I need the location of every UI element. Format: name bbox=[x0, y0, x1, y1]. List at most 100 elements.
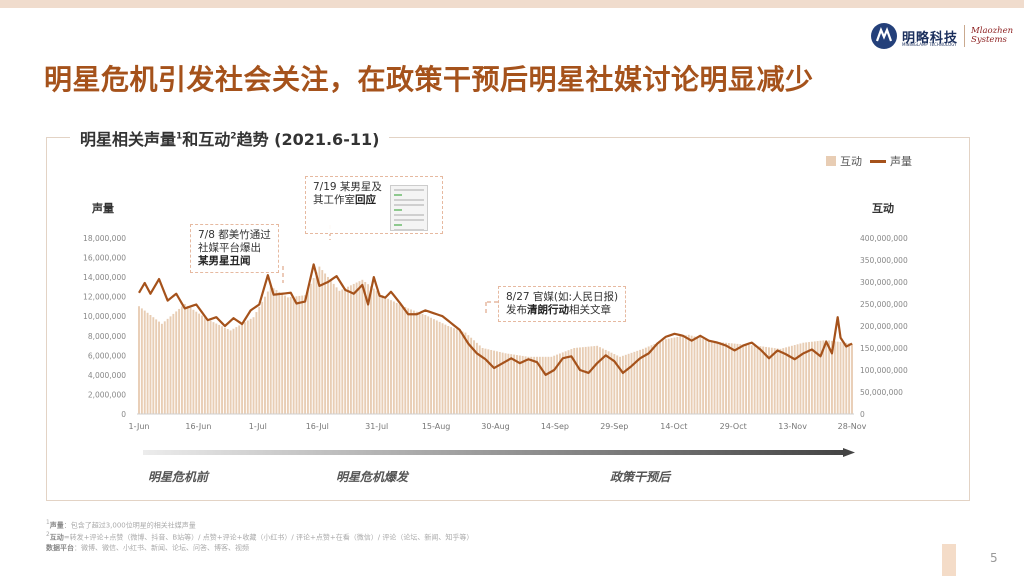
interaction-bar bbox=[727, 343, 730, 414]
interaction-bar bbox=[453, 328, 455, 414]
interaction-bar bbox=[284, 295, 286, 414]
interaction-bar bbox=[481, 348, 484, 414]
footnote-2-label: 互动 bbox=[49, 533, 64, 542]
interaction-bar bbox=[684, 335, 687, 414]
interaction-bar bbox=[335, 287, 338, 414]
interaction-bar bbox=[424, 315, 427, 414]
interaction-bar bbox=[407, 308, 410, 414]
interaction-bar bbox=[768, 347, 770, 414]
interaction-bar bbox=[851, 343, 853, 414]
interaction-bar bbox=[427, 316, 430, 415]
x-tick-label: 29-Oct bbox=[720, 422, 747, 431]
x-tick-label: 29-Sep bbox=[600, 422, 628, 431]
interaction-bar bbox=[392, 301, 395, 414]
y-left-tick-label: 4,000,000 bbox=[88, 371, 126, 380]
interaction-bar bbox=[444, 324, 447, 415]
interaction-bar bbox=[544, 356, 547, 414]
interaction-bar bbox=[836, 341, 839, 414]
interaction-bar bbox=[349, 285, 352, 414]
interaction-bar bbox=[673, 337, 676, 414]
interaction-bar bbox=[450, 327, 453, 414]
right-axis-label: 互动 bbox=[872, 202, 894, 215]
interaction-bar bbox=[455, 329, 458, 414]
y-right-tick-label: 200,000,000 bbox=[860, 322, 908, 331]
interaction-bar bbox=[441, 323, 444, 414]
interaction-bar bbox=[301, 295, 304, 414]
interaction-bar bbox=[516, 355, 518, 414]
interaction-bar bbox=[172, 313, 175, 414]
interaction-bar bbox=[639, 349, 642, 414]
interaction-bar bbox=[186, 305, 189, 414]
interaction-bar bbox=[306, 289, 309, 414]
brand-english-line1: Mlaozhen bbox=[971, 26, 1014, 36]
weibo-screenshot-thumbnail bbox=[390, 185, 428, 231]
interaction-bar bbox=[813, 341, 816, 414]
y-right-tick-label: 0 bbox=[860, 410, 865, 419]
interaction-bar bbox=[361, 279, 364, 414]
interaction-bar bbox=[501, 352, 504, 414]
interaction-bar bbox=[616, 355, 619, 414]
interaction-bar bbox=[627, 353, 630, 414]
interaction-bar bbox=[756, 345, 759, 414]
footnotes: 1声量：包含了超过3,000位明星的相关社媒声量 2互动=转发+评论+点赞（微博… bbox=[46, 518, 473, 553]
annotation-scandal-line3: 某男星丑闻 bbox=[198, 255, 251, 267]
left-axis-label: 声量 bbox=[92, 202, 114, 215]
y-left-tick-label: 10,000,000 bbox=[83, 312, 126, 321]
interaction-bar bbox=[347, 286, 349, 414]
interaction-bar bbox=[195, 311, 198, 414]
x-tick-label: 13-Nov bbox=[778, 422, 807, 431]
interaction-bar bbox=[776, 348, 779, 414]
y-left-tick-label: 18,000,000 bbox=[83, 234, 126, 243]
interaction-bar bbox=[229, 330, 232, 414]
interaction-bar bbox=[662, 340, 664, 414]
interaction-bar bbox=[467, 335, 470, 414]
interaction-bar bbox=[579, 347, 581, 414]
annotation-response-bold: 回应 bbox=[355, 194, 376, 206]
interaction-bar bbox=[828, 340, 831, 414]
interaction-bar bbox=[252, 317, 255, 414]
interaction-bar bbox=[432, 319, 435, 415]
interaction-bar bbox=[146, 312, 149, 414]
top-accent-bar bbox=[0, 0, 1024, 8]
brand-logo: 明略科技 MININGLAMP TECHNOLOGY Mlaozhen Syst… bbox=[870, 20, 1013, 52]
interaction-bar bbox=[621, 355, 624, 414]
interaction-bar bbox=[266, 291, 269, 414]
interaction-bar bbox=[369, 286, 372, 414]
interaction-bar bbox=[541, 356, 544, 414]
footnote-marker-1: 1 bbox=[176, 131, 183, 142]
annotation-policy-bold: 清朗行动 bbox=[527, 304, 569, 316]
interaction-bar bbox=[564, 351, 567, 414]
interaction-bar bbox=[221, 326, 223, 414]
interaction-bar bbox=[295, 296, 298, 414]
interaction-bar bbox=[418, 312, 421, 414]
interaction-bar bbox=[527, 356, 530, 414]
interaction-bar bbox=[725, 342, 727, 414]
interaction-bar bbox=[473, 340, 475, 414]
interaction-bar bbox=[332, 283, 335, 414]
interaction-bar bbox=[659, 341, 662, 414]
interaction-bar bbox=[384, 297, 387, 414]
interaction-bar bbox=[699, 338, 702, 414]
interaction-bar bbox=[203, 317, 206, 414]
interaction-bar bbox=[152, 317, 155, 414]
x-tick-label: 16-Jul bbox=[306, 422, 329, 431]
brand-name: 明略科技 bbox=[902, 30, 959, 46]
interaction-bar bbox=[493, 350, 496, 414]
interaction-bar bbox=[556, 354, 559, 414]
interaction-bar bbox=[470, 337, 473, 414]
footnote-2: 2互动=转发+评论+点赞（微博、抖音、B站等）/ 点赞+评论+收藏（小红书）/ … bbox=[46, 532, 474, 542]
footnote-1-text: ：包含了超过3,000位明星的相关社媒声量 bbox=[63, 521, 196, 530]
interaction-bar bbox=[507, 353, 510, 414]
interaction-bar bbox=[553, 355, 556, 414]
footnote-1-label: 声量 bbox=[49, 521, 64, 530]
interaction-bar bbox=[550, 356, 553, 414]
chart-title-part2: 和互动 bbox=[182, 130, 231, 149]
interaction-bar bbox=[733, 343, 736, 414]
x-tick-label: 16-Jun bbox=[185, 422, 211, 431]
interaction-bar bbox=[687, 334, 690, 414]
interaction-bar bbox=[286, 297, 289, 414]
interaction-bar bbox=[604, 349, 607, 414]
interaction-bar bbox=[181, 306, 183, 414]
interaction-bar bbox=[805, 342, 808, 414]
